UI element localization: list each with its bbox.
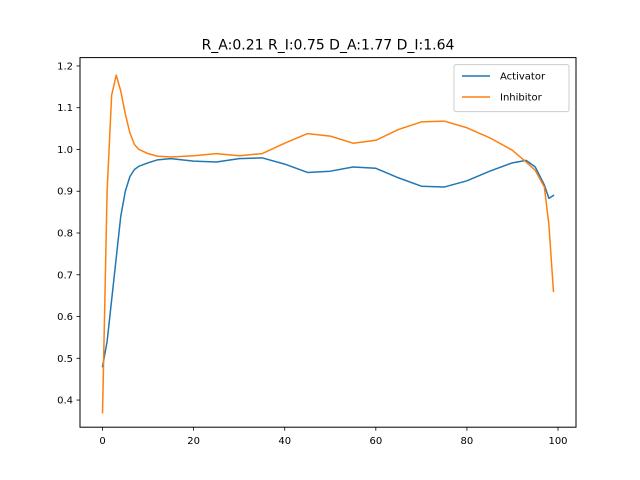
- legend: Activator Inhibitor: [453, 64, 570, 113]
- axes-frame: [79, 57, 577, 428]
- y-tick-label: 0.5: [57, 354, 73, 365]
- y-tick-label: 1.2: [57, 61, 73, 72]
- chart-title: R_A:0.21 R_I:0.75 D_A:1.77 D_I:1.64: [202, 38, 455, 54]
- x-tick-label: 20: [187, 436, 200, 447]
- y-tick-label: 0.7: [57, 270, 73, 281]
- y-tick-label: 1.1: [57, 103, 73, 114]
- legend-label-activator: Activator: [500, 72, 546, 83]
- ticks-layer: 0 20 40 60 80 100 0.4 0.5 0.6 0.7 0.8 0.9 1.0 1.1 1.2: [57, 61, 567, 447]
- series-line-activator: [101, 157, 555, 368]
- series-line-inhibitor: [101, 74, 555, 414]
- y-tick-label: 0.4: [57, 396, 73, 407]
- series-layer: [101, 74, 555, 414]
- y-tick-label: 0.9: [57, 187, 73, 198]
- y-tick-label: 0.6: [57, 312, 73, 323]
- x-tick-label: 0: [99, 436, 105, 447]
- x-tick-label: 40: [278, 436, 291, 447]
- x-tick-label: 80: [461, 436, 474, 447]
- x-tick-label: 60: [369, 436, 382, 447]
- y-tick-label: 0.8: [57, 229, 73, 240]
- x-tick-label: 100: [548, 436, 567, 447]
- y-tick-label: 1.0: [57, 145, 73, 156]
- legend-label-inhibitor: Inhibitor: [500, 93, 543, 104]
